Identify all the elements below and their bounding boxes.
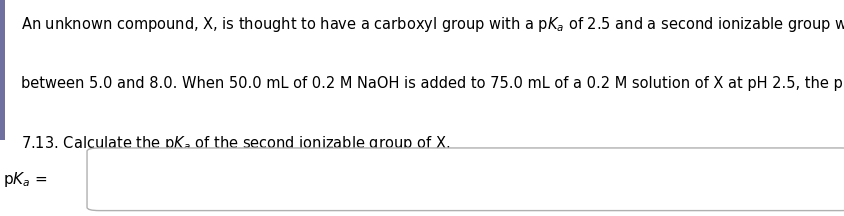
Text: An unknown compound, X, is thought to have a carboxyl group with a p$K_a$ of 2.5: An unknown compound, X, is thought to ha… xyxy=(21,15,844,34)
Text: 7.13. Calculate the p$K_a$ of the second ionizable group of X.: 7.13. Calculate the p$K_a$ of the second… xyxy=(21,134,450,153)
Text: between 5.0 and 8.0. When 50.0 mL of 0.2 M NaOH is added to 75.0 mL of a 0.2 M s: between 5.0 and 8.0. When 50.0 mL of 0.2… xyxy=(21,76,844,91)
FancyBboxPatch shape xyxy=(87,148,844,211)
Text: p$K_a$ =: p$K_a$ = xyxy=(3,170,48,189)
FancyBboxPatch shape xyxy=(0,0,5,140)
